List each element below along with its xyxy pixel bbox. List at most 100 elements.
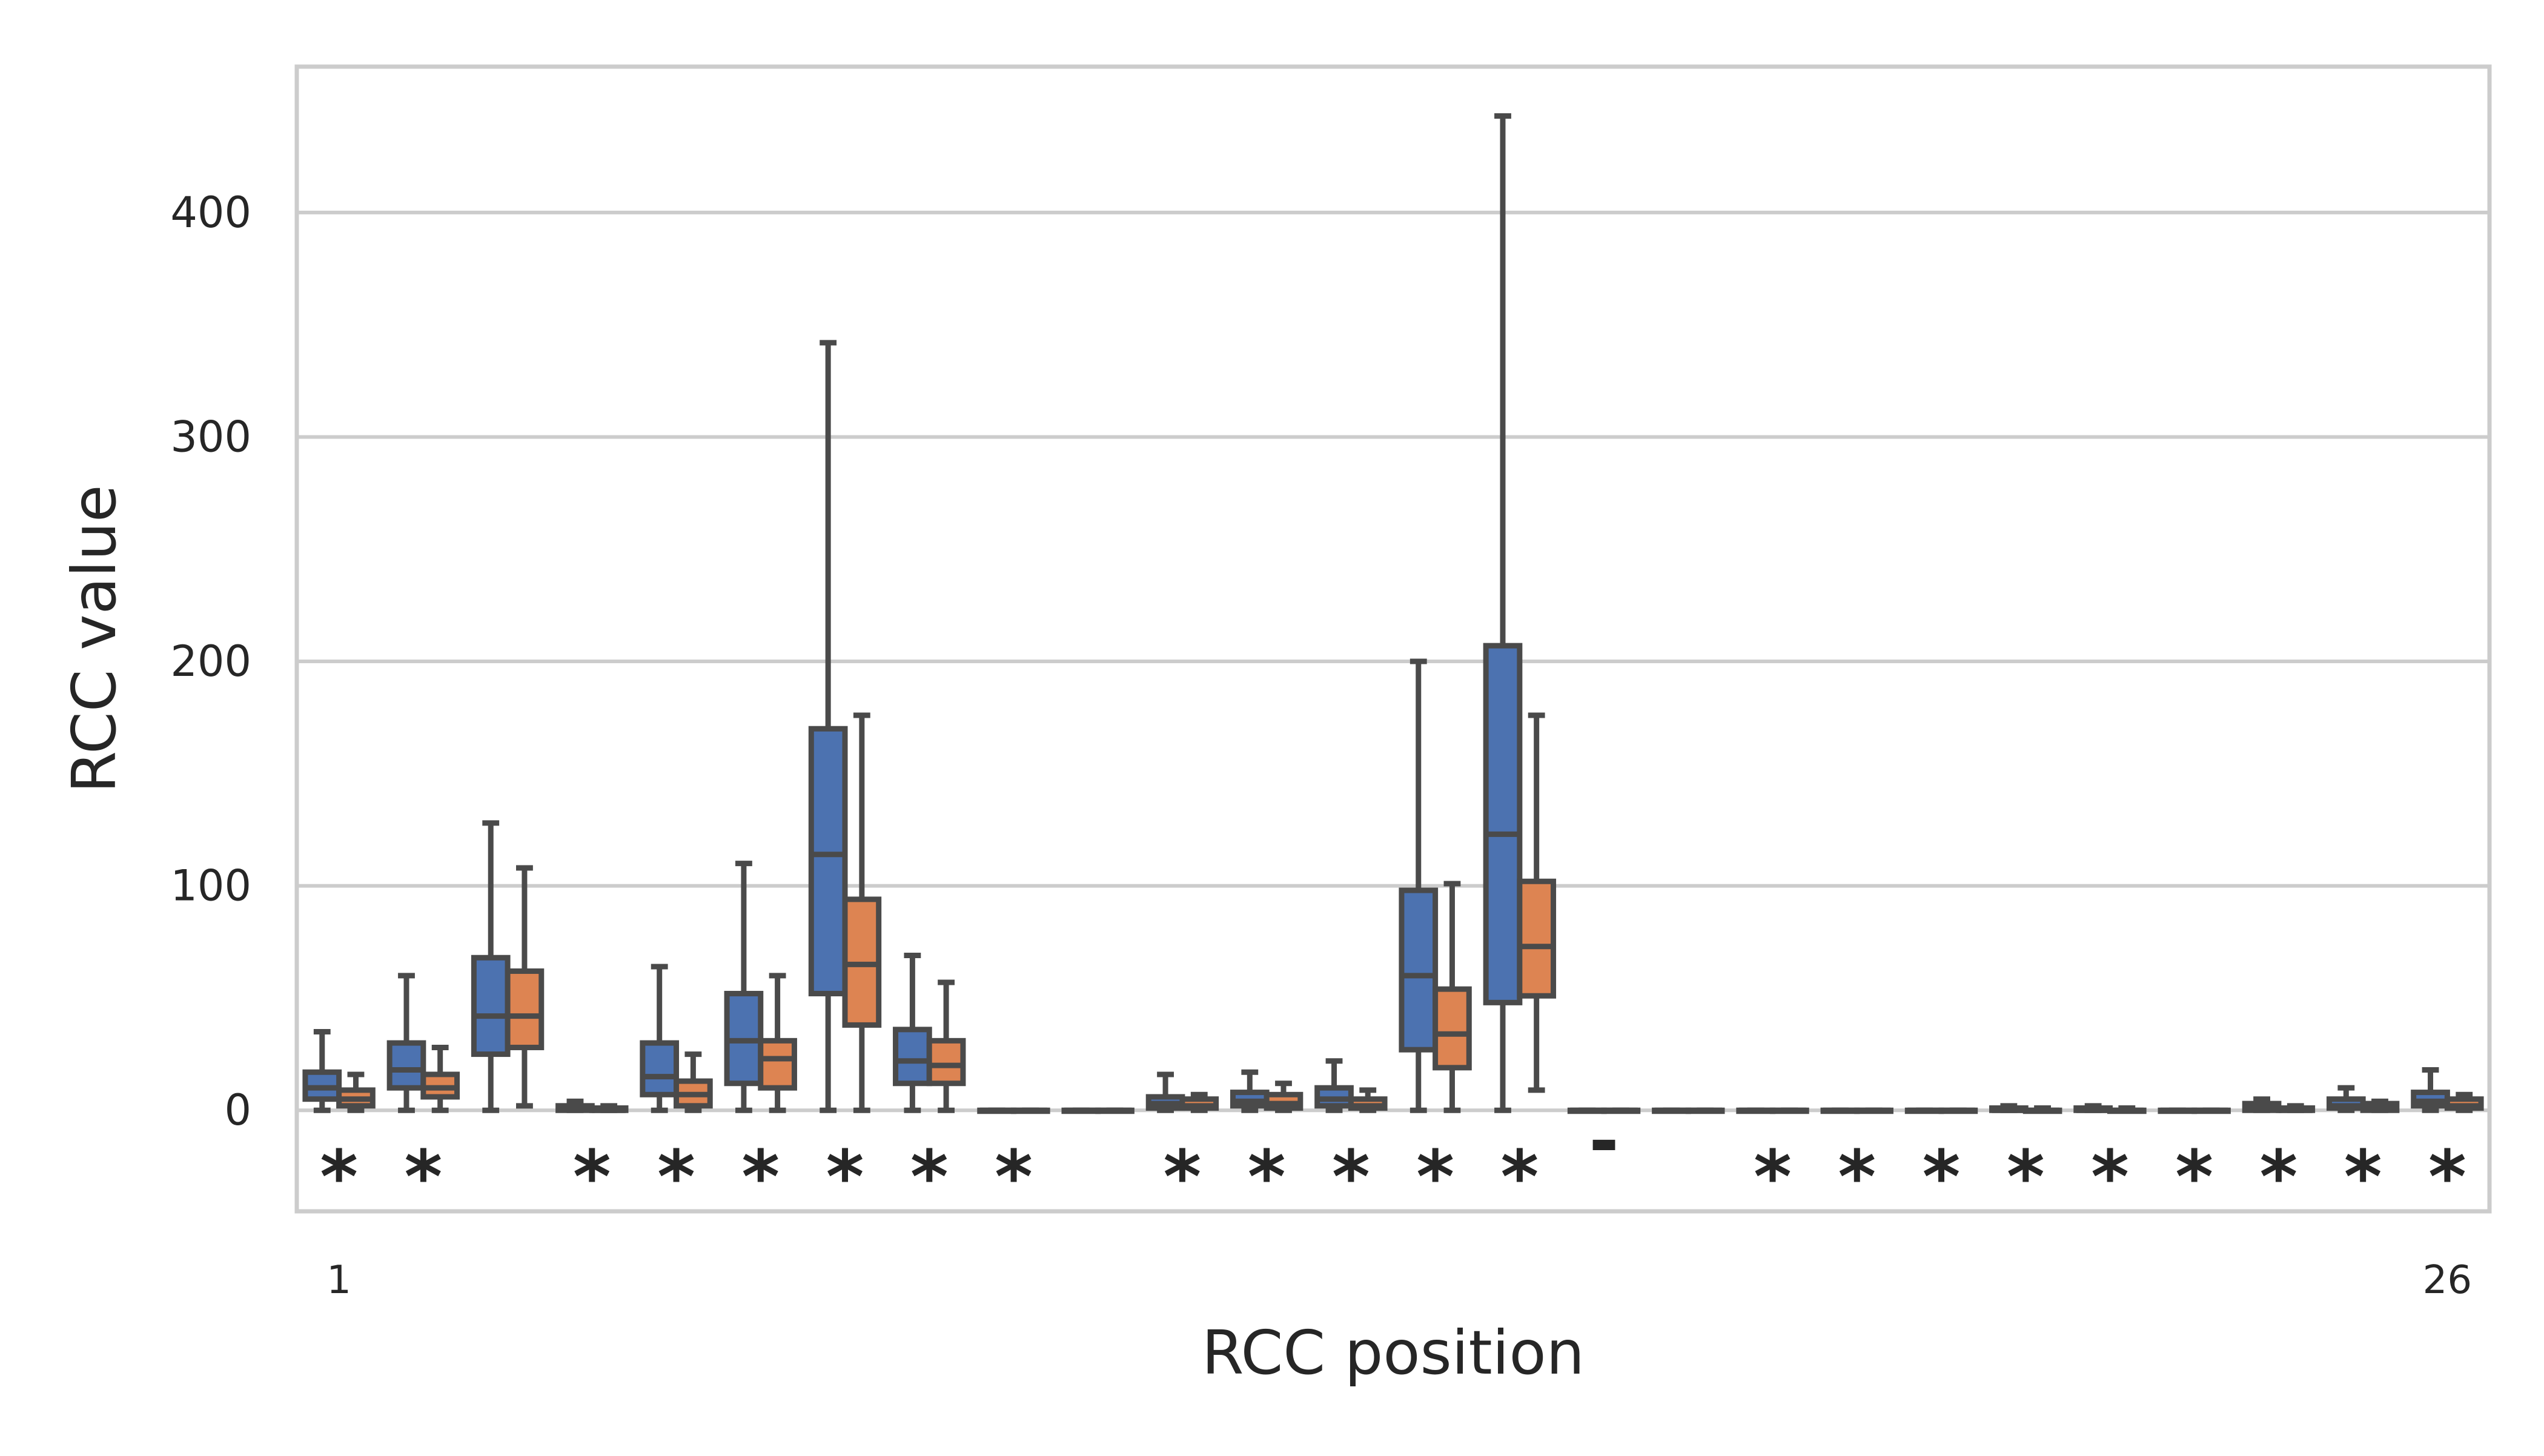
- box-series-1-position-24: [2242, 1096, 2282, 1113]
- box-body: [640, 1040, 680, 1097]
- box-series-1-position-21: [1989, 1103, 2029, 1113]
- box-series-1-position-1: [302, 1029, 342, 1113]
- significance-marker: *: [741, 1136, 780, 1220]
- box-body: [1433, 986, 1472, 1071]
- box-series-2-position-5: [674, 1051, 713, 1113]
- boxes-layer: [302, 113, 2484, 1114]
- grid-layer: [297, 210, 2489, 1113]
- box-series-2-position-25: [2360, 1098, 2400, 1113]
- box-series-1-position-11: [1145, 1071, 1185, 1113]
- box-body: [893, 1027, 932, 1087]
- annotations-layer: * * * * * * * * * * * * * - * * * * * * * * *: [320, 1099, 2466, 1220]
- box-series-2-position-23: [2191, 1107, 2231, 1114]
- significance-marker: *: [1164, 1136, 1202, 1220]
- box-series-2-position-21: [2022, 1105, 2062, 1114]
- box-series-1-position-20: [1904, 1107, 1944, 1114]
- x-axis-label: RCC position: [1202, 1317, 1585, 1388]
- box-body: [1517, 878, 1557, 999]
- y-tick-label: 0: [224, 1085, 251, 1135]
- box-series-2-position-9: [1010, 1107, 1050, 1114]
- box-series-2-position-14: [1433, 881, 1472, 1113]
- box-series-2-position-2: [420, 1044, 460, 1113]
- significance-marker: *: [2260, 1136, 2298, 1220]
- box-series-1-position-9: [977, 1107, 1016, 1114]
- box-series-2-position-6: [758, 973, 797, 1113]
- box-body: [471, 955, 511, 1057]
- box-series-2-position-11: [1179, 1091, 1219, 1113]
- box-body: [758, 1037, 797, 1091]
- significance-marker: *: [2344, 1136, 2382, 1220]
- box-series-1-position-5: [640, 964, 680, 1113]
- box-series-2-position-10: [1095, 1107, 1135, 1114]
- significance-marker: *: [1248, 1136, 1286, 1220]
- significance-marker: *: [2175, 1136, 2213, 1220]
- box-series-2-position-1: [336, 1071, 376, 1113]
- box-body: [926, 1037, 966, 1087]
- box-series-1-position-7: [808, 340, 848, 1113]
- box-series-1-position-12: [1230, 1069, 1270, 1113]
- box-series-1-position-14: [1399, 658, 1439, 1113]
- box-series-1-position-15: [1483, 113, 1523, 1113]
- box-series-1-position-23: [2158, 1107, 2198, 1114]
- box-series-2-position-22: [2107, 1105, 2147, 1114]
- box-series-2-position-20: [1938, 1107, 1978, 1114]
- box-series-1-position-19: [1820, 1107, 1860, 1114]
- box-series-2-position-16: [1601, 1107, 1641, 1114]
- box-series-1-position-26: [2411, 1067, 2450, 1113]
- box-series-2-position-15: [1517, 712, 1557, 1093]
- box-series-2-position-3: [505, 865, 545, 1109]
- axis-layer: 0 100 200 300 400 1 26: [170, 188, 2472, 1303]
- y-tick-label: 300: [170, 412, 251, 462]
- box-series-2-position-17: [1685, 1107, 1725, 1114]
- significance-marker: *: [910, 1136, 949, 1220]
- significance-marker: *: [1416, 1136, 1454, 1220]
- box-series-2-position-18: [1770, 1107, 1809, 1114]
- significance-marker: *: [404, 1136, 442, 1220]
- box-body: [808, 726, 848, 997]
- x-tick-label: 1: [326, 1258, 351, 1303]
- box-series-1-position-17: [1652, 1107, 1691, 1114]
- significance-marker: *: [1838, 1136, 1876, 1220]
- box-series-1-position-16: [1567, 1107, 1607, 1114]
- box-series-1-position-13: [1314, 1058, 1354, 1113]
- significance-marker: *: [320, 1136, 358, 1220]
- box-series-1-position-8: [893, 953, 932, 1113]
- significance-marker: -: [1589, 1099, 1619, 1183]
- box-series-1-position-3: [471, 820, 511, 1113]
- significance-marker: *: [826, 1136, 864, 1220]
- significance-marker: *: [573, 1136, 611, 1220]
- box-series-1-position-10: [1061, 1107, 1101, 1114]
- box-body: [386, 1040, 426, 1091]
- box-body: [1399, 887, 1439, 1053]
- box-series-1-position-22: [2073, 1103, 2113, 1113]
- plot-frame: [294, 64, 2492, 1214]
- box-series-2-position-19: [1854, 1107, 1893, 1114]
- significance-marker: *: [1332, 1136, 1370, 1220]
- box-series-1-position-18: [1736, 1107, 1776, 1114]
- box-series-2-position-8: [926, 979, 966, 1113]
- significance-marker: *: [1754, 1136, 1792, 1220]
- significance-marker: *: [657, 1136, 695, 1220]
- box-series-1-position-2: [386, 973, 426, 1113]
- box-series-1-position-6: [724, 861, 764, 1113]
- box-series-1-position-25: [2326, 1085, 2366, 1113]
- box-series-2-position-26: [2444, 1091, 2484, 1113]
- significance-marker: *: [1923, 1136, 1961, 1220]
- x-tick-label: 26: [2423, 1258, 2472, 1303]
- y-tick-label: 200: [170, 637, 251, 686]
- box-series-2-position-4: [589, 1103, 629, 1113]
- y-tick-label: 400: [170, 188, 251, 237]
- y-tick-label: 100: [170, 861, 251, 911]
- significance-marker: *: [1500, 1136, 1539, 1220]
- box-body: [1483, 643, 1523, 1005]
- significance-marker: *: [2091, 1136, 2129, 1220]
- box-series-1-position-4: [555, 1098, 595, 1113]
- box-series-2-position-13: [1348, 1087, 1388, 1113]
- box-series-2-position-24: [2276, 1103, 2316, 1113]
- y-axis-label: RCC value: [59, 485, 130, 793]
- box-series-2-position-7: [842, 712, 882, 1113]
- box-series-2-position-12: [1264, 1080, 1303, 1113]
- significance-marker: *: [2007, 1136, 2045, 1220]
